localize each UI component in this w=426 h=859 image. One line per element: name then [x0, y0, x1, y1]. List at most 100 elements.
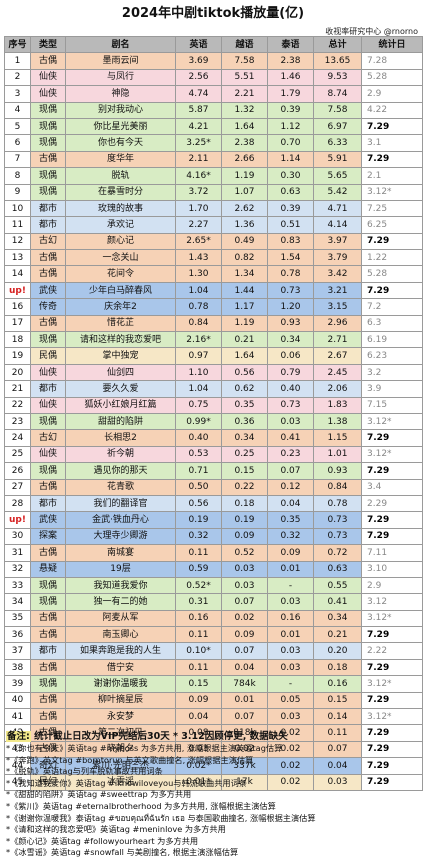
thai-views-cell: 0.01 — [267, 626, 314, 644]
genre-cell: 古幻 — [30, 232, 66, 251]
thai-views-cell: 0.23 — [267, 445, 314, 464]
stat-date-cell: 5.28 — [361, 265, 423, 283]
total-views-cell: 1.83 — [313, 396, 362, 414]
stat-date-cell: 3.1 — [361, 134, 423, 152]
stat-date-cell: 2.9 — [361, 576, 423, 595]
english-views-cell: 0.59 — [175, 560, 222, 578]
english-views-cell: 0.84 — [175, 314, 222, 333]
genre-cell: 现偶 — [30, 593, 66, 611]
english-views-cell: 0.11 — [175, 544, 222, 562]
genre-cell: 都市 — [30, 199, 66, 218]
rank-cell: 2 — [4, 68, 31, 87]
genre-cell: 古偶 — [30, 724, 66, 742]
thai-views-cell: 0.73 — [267, 281, 314, 300]
english-views-cell: 3.72 — [175, 183, 222, 201]
vietnamese-views-cell: 2.66 — [221, 150, 268, 169]
drama-name-cell: 花间令 — [65, 265, 176, 283]
table-row: 20 仙侠 仙剑四 1.10 0.56 0.79 2.45 3.2 — [4, 363, 423, 382]
english-views-cell: 0.15 — [175, 675, 222, 693]
total-views-cell: 2.45 — [313, 363, 362, 382]
thai-views-cell: 0.03 — [267, 593, 314, 611]
genre-cell: 都市 — [30, 216, 66, 234]
drama-name-cell: 少年白马醉春风 — [65, 281, 176, 300]
notes-section: 备注: 统计截止日改为VIP完结后30天 * 3.12因顾停更, 数据缺失 *《… — [6, 730, 422, 859]
genre-cell: 仙侠 — [30, 68, 66, 87]
drama-name-cell: 南玉卿心 — [65, 626, 176, 644]
table-row: 24 古幻 长相思2 0.40 0.34 0.41 1.15 7.29 — [4, 429, 423, 447]
genre-cell: 仙侠 — [30, 85, 66, 103]
vietnamese-views-cell: 1.32 — [221, 101, 268, 119]
genre-cell: 古偶 — [30, 314, 66, 333]
table-row: 8 现偶 脱轨 4.16* 1.19 0.30 5.65 2.1 — [4, 167, 423, 185]
total-views-cell: 5.65 — [313, 167, 362, 185]
rank-cell: 41 — [4, 708, 31, 726]
genre-cell: 现偶 — [30, 412, 66, 431]
english-views-cell: 2.65* — [175, 232, 222, 251]
note-item: *《奔跑》英文tag #borntorun 与英文歌曲撞名, 涨幅根据主演估算 — [6, 754, 254, 765]
vietnamese-views-cell: 0.49 — [221, 232, 268, 251]
vietnamese-views-cell: 784k — [221, 675, 268, 693]
stat-date-cell: 7.29 — [361, 117, 423, 136]
drama-name-cell: 一念关山 — [65, 249, 176, 267]
stat-date-cell: 3.12* — [361, 708, 423, 726]
rank-cell: 27 — [4, 478, 31, 496]
thai-views-cell: 0.04 — [267, 494, 314, 513]
vietnamese-views-cell: 1.07 — [221, 183, 268, 201]
header-rank: 序号 — [4, 35, 31, 54]
total-views-cell: 4.14 — [313, 216, 362, 234]
stat-date-cell: 7.29 — [361, 150, 423, 169]
english-views-cell: 0.11 — [175, 658, 222, 677]
rank-cell: 39 — [4, 675, 31, 693]
thai-views-cell: 0.09 — [267, 544, 314, 562]
english-views-cell: 0.50 — [175, 478, 222, 496]
thai-views-cell: 0.02 — [267, 773, 314, 791]
total-views-cell: 5.91 — [313, 150, 362, 169]
english-views-cell: 1.43 — [175, 249, 222, 267]
drama-name-cell: 与凤行 — [65, 68, 176, 87]
stat-date-cell: 7.29 — [361, 281, 423, 300]
vietnamese-views-cell: 0.25 — [221, 445, 268, 464]
table-row: 17 古偶 惜花芷 0.84 1.19 0.93 2.96 6.3 — [4, 314, 423, 333]
vietnamese-views-cell: 0.15 — [221, 462, 268, 480]
table-row: 45 民幻 冰雪谣 0.01* 17k 0.02 0.03 7.29 — [4, 773, 423, 791]
rank-cell: 18 — [4, 331, 31, 349]
thai-views-cell: 0.02 — [267, 740, 314, 759]
vietnamese-views-cell: 0.09 — [221, 527, 268, 546]
table-row: 7 古偶 度华年 2.11 2.66 1.14 5.91 7.29 — [4, 150, 423, 169]
notes-label: 备注: — [6, 731, 31, 742]
table-row: 12 古幻 颜心记 2.65* 0.49 0.83 3.97 7.29 — [4, 232, 423, 251]
english-views-cell: 1.04 — [175, 281, 222, 300]
total-views-cell: 0.15 — [313, 691, 362, 710]
stat-date-cell: 3.12* — [361, 675, 423, 693]
total-views-cell: 0.18 — [313, 658, 362, 677]
rank-cell: 24 — [4, 429, 31, 447]
table-row: 6 现偶 你也有今天 3.25* 2.38 0.70 6.33 3.1 — [4, 134, 423, 152]
header-thai: 泰语 — [267, 35, 314, 54]
thai-views-cell: 0.05 — [267, 691, 314, 710]
total-views-cell: 0.72 — [313, 544, 362, 562]
drama-name-cell: 度华年 — [65, 150, 176, 169]
total-views-cell: 0.73 — [313, 511, 362, 529]
stat-date-cell: 7.29 — [361, 773, 423, 791]
notes-header: 备注: 统计截止日改为VIP完结后30天 * 3.12因顾停更, 数据缺失 — [6, 730, 422, 743]
genre-cell: 古偶 — [30, 544, 66, 562]
table-row: 14 古偶 花间令 1.30 1.34 0.78 3.42 5.28 — [4, 265, 423, 283]
table-row: 11 都市 承欢记 2.27 1.36 0.51 4.14 6.25 — [4, 216, 423, 234]
total-views-cell: 0.03 — [313, 773, 362, 791]
english-views-cell: 0.19 — [175, 511, 222, 529]
vietnamese-views-cell: 2.62 — [221, 199, 268, 218]
table-body: 1 古偶 墨雨云间 3.69 7.58 2.38 13.65 7.28 2 仙侠 与凤行 2.56 5.… — [4, 52, 423, 791]
english-views-cell: 0.75 — [175, 396, 222, 414]
table-row: 32 悬疑 19层 0.59 0.03 0.01 0.63 3.10 — [4, 560, 423, 578]
thai-views-cell: 0.03 — [267, 658, 314, 677]
genre-cell: 古偶 — [30, 249, 66, 267]
thai-views-cell: 0.02 — [267, 757, 314, 775]
rank-cell: 3 — [4, 85, 31, 103]
header-drama: 剧名 — [65, 35, 176, 54]
total-views-cell: 4.71 — [313, 199, 362, 218]
table-row: 1 古偶 墨雨云间 3.69 7.58 2.38 13.65 7.28 — [4, 52, 423, 70]
total-views-cell: 13.65 — [313, 52, 362, 70]
genre-cell: 武侠 — [30, 281, 66, 300]
stat-date-cell: 6.23 — [361, 347, 423, 365]
genre-cell: 古偶 — [30, 708, 66, 726]
